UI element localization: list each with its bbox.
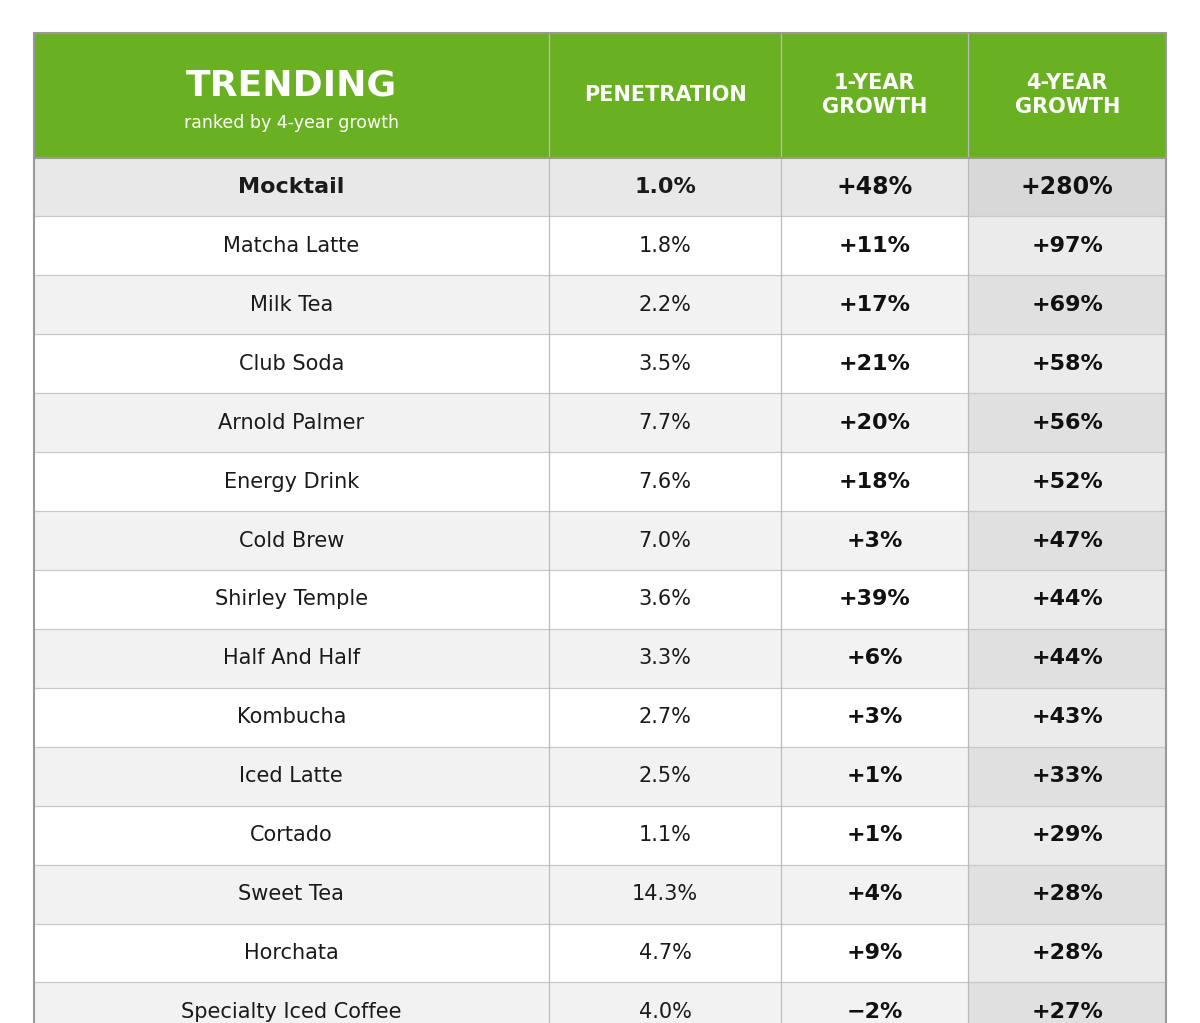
Text: +4%: +4% xyxy=(846,884,902,904)
Text: 1.1%: 1.1% xyxy=(638,826,691,845)
Bar xyxy=(34,747,968,806)
Text: Kombucha: Kombucha xyxy=(236,707,346,727)
Text: 7.0%: 7.0% xyxy=(638,531,691,550)
Text: Arnold Palmer: Arnold Palmer xyxy=(218,412,365,433)
Text: +3%: +3% xyxy=(846,707,902,727)
Bar xyxy=(34,393,968,452)
Text: +48%: +48% xyxy=(836,175,913,199)
Text: +52%: +52% xyxy=(1032,472,1103,492)
Text: +20%: +20% xyxy=(839,412,911,433)
Text: +29%: +29% xyxy=(1032,826,1103,845)
Text: Sweet Tea: Sweet Tea xyxy=(239,884,344,904)
Text: +11%: +11% xyxy=(839,236,911,256)
Text: Matcha Latte: Matcha Latte xyxy=(223,236,360,256)
Text: +33%: +33% xyxy=(1032,766,1103,787)
Text: +1%: +1% xyxy=(846,766,902,787)
Text: +97%: +97% xyxy=(1031,236,1103,256)
Bar xyxy=(968,217,1166,275)
Text: 4.7%: 4.7% xyxy=(638,943,691,963)
Text: +6%: +6% xyxy=(846,649,902,668)
Text: Cold Brew: Cold Brew xyxy=(239,531,344,550)
Bar xyxy=(968,393,1166,452)
Bar xyxy=(34,512,968,570)
Text: Iced Latte: Iced Latte xyxy=(240,766,343,787)
Bar xyxy=(968,275,1166,335)
Text: 7.6%: 7.6% xyxy=(638,472,691,492)
Bar xyxy=(34,687,968,747)
Text: Shirley Temple: Shirley Temple xyxy=(215,589,368,610)
Text: Half And Half: Half And Half xyxy=(223,649,360,668)
Text: +28%: +28% xyxy=(1031,943,1103,963)
Text: +44%: +44% xyxy=(1032,649,1103,668)
Text: 1-YEAR
GROWTH: 1-YEAR GROWTH xyxy=(822,73,928,118)
Text: Energy Drink: Energy Drink xyxy=(223,472,359,492)
Bar xyxy=(968,629,1166,687)
Bar xyxy=(34,924,968,982)
Bar xyxy=(34,275,968,335)
Text: +56%: +56% xyxy=(1031,412,1103,433)
Text: 3.3%: 3.3% xyxy=(638,649,691,668)
Text: +69%: +69% xyxy=(1031,295,1103,315)
Text: +18%: +18% xyxy=(839,472,911,492)
Bar xyxy=(968,924,1166,982)
Text: Club Soda: Club Soda xyxy=(239,354,344,373)
Text: +27%: +27% xyxy=(1031,1002,1103,1022)
Bar xyxy=(968,687,1166,747)
Bar xyxy=(34,217,968,275)
Text: ranked by 4-year growth: ranked by 4-year growth xyxy=(184,114,398,132)
Text: Specialty Iced Coffee: Specialty Iced Coffee xyxy=(181,1002,402,1022)
Text: 3.6%: 3.6% xyxy=(638,589,691,610)
Bar xyxy=(34,864,968,924)
Bar xyxy=(968,512,1166,570)
Text: +28%: +28% xyxy=(1031,884,1103,904)
Bar xyxy=(34,629,968,687)
Text: 2.2%: 2.2% xyxy=(638,295,691,315)
Bar xyxy=(34,806,968,864)
Text: 14.3%: 14.3% xyxy=(632,884,698,904)
Text: +58%: +58% xyxy=(1031,354,1103,373)
Bar xyxy=(34,158,968,217)
Text: 2.5%: 2.5% xyxy=(638,766,691,787)
Bar xyxy=(34,982,968,1023)
Text: TRENDING: TRENDING xyxy=(186,69,397,102)
Bar xyxy=(34,335,968,393)
Bar xyxy=(968,335,1166,393)
Text: +47%: +47% xyxy=(1031,531,1103,550)
Bar xyxy=(34,452,968,512)
Text: +21%: +21% xyxy=(839,354,911,373)
Text: +43%: +43% xyxy=(1032,707,1103,727)
Text: 7.7%: 7.7% xyxy=(638,412,691,433)
Text: 3.5%: 3.5% xyxy=(638,354,691,373)
Bar xyxy=(968,158,1166,217)
Bar xyxy=(968,806,1166,864)
Text: +3%: +3% xyxy=(846,531,902,550)
Bar xyxy=(968,570,1166,629)
Text: +17%: +17% xyxy=(839,295,911,315)
Bar xyxy=(968,747,1166,806)
Text: −2%: −2% xyxy=(846,1002,902,1022)
Text: +9%: +9% xyxy=(846,943,902,963)
Bar xyxy=(968,864,1166,924)
Bar xyxy=(968,452,1166,512)
Bar xyxy=(34,33,1166,158)
Bar xyxy=(34,570,968,629)
Text: Cortado: Cortado xyxy=(250,826,332,845)
Text: PENETRATION: PENETRATION xyxy=(583,85,746,105)
Text: 4.0%: 4.0% xyxy=(638,1002,691,1022)
Text: 1.0%: 1.0% xyxy=(634,177,696,197)
Bar xyxy=(968,982,1166,1023)
Text: Mocktail: Mocktail xyxy=(238,177,344,197)
Text: Milk Tea: Milk Tea xyxy=(250,295,332,315)
Text: 4-YEAR
GROWTH: 4-YEAR GROWTH xyxy=(1014,73,1120,118)
Text: 2.7%: 2.7% xyxy=(638,707,691,727)
Text: +1%: +1% xyxy=(846,826,902,845)
Text: +280%: +280% xyxy=(1021,175,1114,199)
Text: 1.8%: 1.8% xyxy=(638,236,691,256)
Text: +44%: +44% xyxy=(1032,589,1103,610)
Text: +39%: +39% xyxy=(839,589,911,610)
Text: Horchata: Horchata xyxy=(244,943,338,963)
